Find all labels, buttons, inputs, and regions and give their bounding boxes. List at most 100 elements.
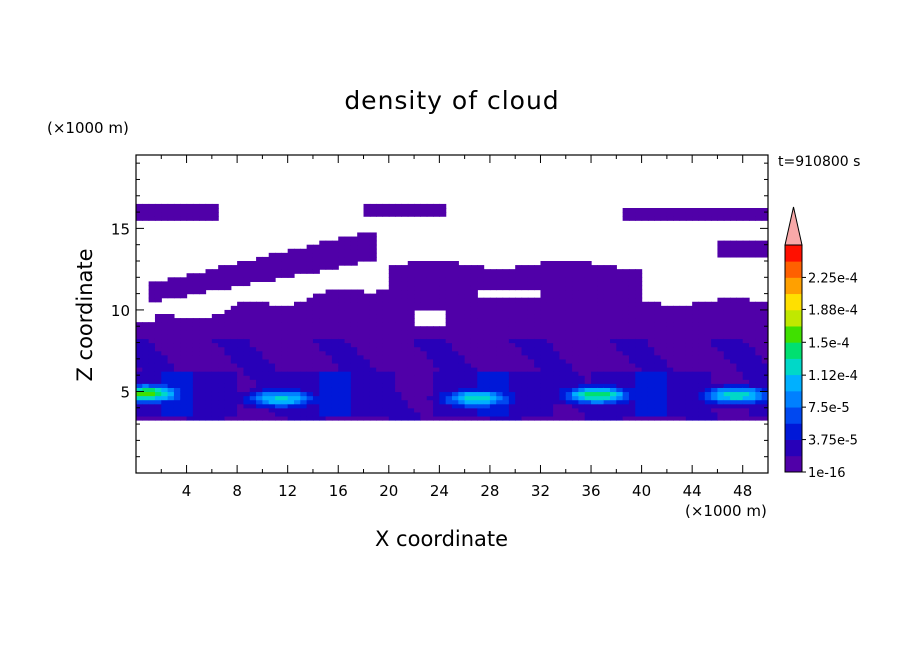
- density-cell: [395, 350, 403, 356]
- density-cell: [262, 407, 270, 413]
- density-cell: [572, 371, 579, 376]
- density-cell: [616, 415, 624, 421]
- density-cell: [521, 407, 529, 413]
- density-cell: [477, 273, 485, 278]
- density-cell: [464, 354, 472, 360]
- density-cell: [755, 314, 763, 319]
- x-tick-label: 36: [581, 482, 600, 500]
- density-cell: [534, 362, 542, 368]
- density-cell: [647, 346, 655, 352]
- density-cell: [502, 314, 510, 319]
- density-cell: [470, 289, 478, 295]
- density-cell: [553, 411, 561, 417]
- density-cell: [470, 399, 478, 405]
- density-cell: [597, 383, 605, 388]
- density-cell: [344, 314, 352, 319]
- density-cell: [382, 350, 390, 356]
- density-cell: [319, 305, 327, 311]
- density-cell: [167, 293, 175, 299]
- density-cell: [414, 277, 421, 282]
- density-cell: [647, 379, 655, 384]
- density-cell: [559, 350, 567, 356]
- density-cell: [275, 334, 282, 340]
- density-cell: [199, 212, 207, 217]
- density-cell: [256, 322, 263, 327]
- density-cell: [167, 391, 175, 397]
- density-cell: [407, 354, 415, 360]
- density-cell: [287, 350, 295, 356]
- density-cell: [357, 358, 365, 364]
- density-cell: [294, 407, 301, 413]
- density-cell: [363, 326, 371, 331]
- density-cell: [628, 387, 636, 393]
- density-cell: [597, 399, 605, 405]
- density-cell: [749, 354, 756, 360]
- density-cell: [382, 293, 390, 299]
- density-cell: [647, 367, 655, 372]
- density-cell: [635, 338, 643, 344]
- density-cell: [237, 330, 245, 335]
- density-cell: [742, 367, 750, 372]
- density-cell: [294, 314, 301, 319]
- density-cell: [470, 367, 478, 372]
- density-cell: [515, 371, 523, 376]
- density-cell: [736, 375, 744, 380]
- density-cell: [584, 277, 592, 282]
- density-cell: [395, 371, 403, 376]
- density-cell: [363, 248, 371, 254]
- density-cell: [635, 314, 643, 319]
- density-cell: [331, 305, 339, 311]
- density-cell: [205, 338, 213, 344]
- density-cell: [211, 367, 219, 372]
- density-cell: [331, 314, 339, 319]
- density-cell: [723, 371, 731, 376]
- density-cell: [136, 216, 143, 221]
- density-cell: [205, 216, 213, 221]
- density-cell: [186, 289, 194, 295]
- density-cell: [616, 399, 624, 405]
- density-cell: [237, 346, 245, 352]
- density-cell: [597, 269, 605, 274]
- density-cell: [704, 415, 712, 421]
- density-cell: [711, 415, 719, 421]
- density-cell: [622, 342, 630, 348]
- density-cell: [148, 358, 156, 364]
- density-cell: [369, 387, 377, 393]
- density-cell: [685, 358, 693, 364]
- density-cell: [420, 379, 428, 384]
- density-cell: [711, 407, 719, 413]
- density-cell: [344, 379, 352, 384]
- density-cell: [256, 379, 263, 384]
- density-cell: [654, 391, 662, 397]
- density-cell: [559, 261, 567, 266]
- density-cell: [685, 322, 693, 327]
- density-cell: [692, 305, 700, 311]
- density-cell: [433, 330, 440, 335]
- density-cell: [294, 265, 301, 270]
- density-cell: [546, 371, 554, 376]
- density-cell: [540, 338, 548, 344]
- density-cell: [508, 342, 516, 348]
- density-cell: [439, 338, 447, 344]
- density-cell: [464, 375, 472, 380]
- density-cell: [489, 326, 497, 331]
- density-cell: [660, 391, 668, 397]
- density-cell: [565, 371, 573, 376]
- density-cell: [584, 285, 592, 291]
- density-cell: [237, 273, 245, 278]
- density-cell: [338, 383, 346, 388]
- density-cell: [698, 208, 706, 213]
- density-cell: [439, 334, 447, 340]
- density-cell: [489, 391, 497, 397]
- density-cell: [527, 415, 535, 421]
- density-cell: [610, 383, 617, 388]
- density-cell: [534, 314, 542, 319]
- density-cell: [578, 383, 586, 388]
- density-cell: [344, 293, 352, 299]
- density-cell: [546, 399, 554, 405]
- density-cell: [376, 399, 384, 405]
- density-cell: [603, 362, 611, 368]
- density-cell: [433, 269, 440, 274]
- density-cell: [388, 358, 396, 364]
- density-cell: [300, 367, 308, 372]
